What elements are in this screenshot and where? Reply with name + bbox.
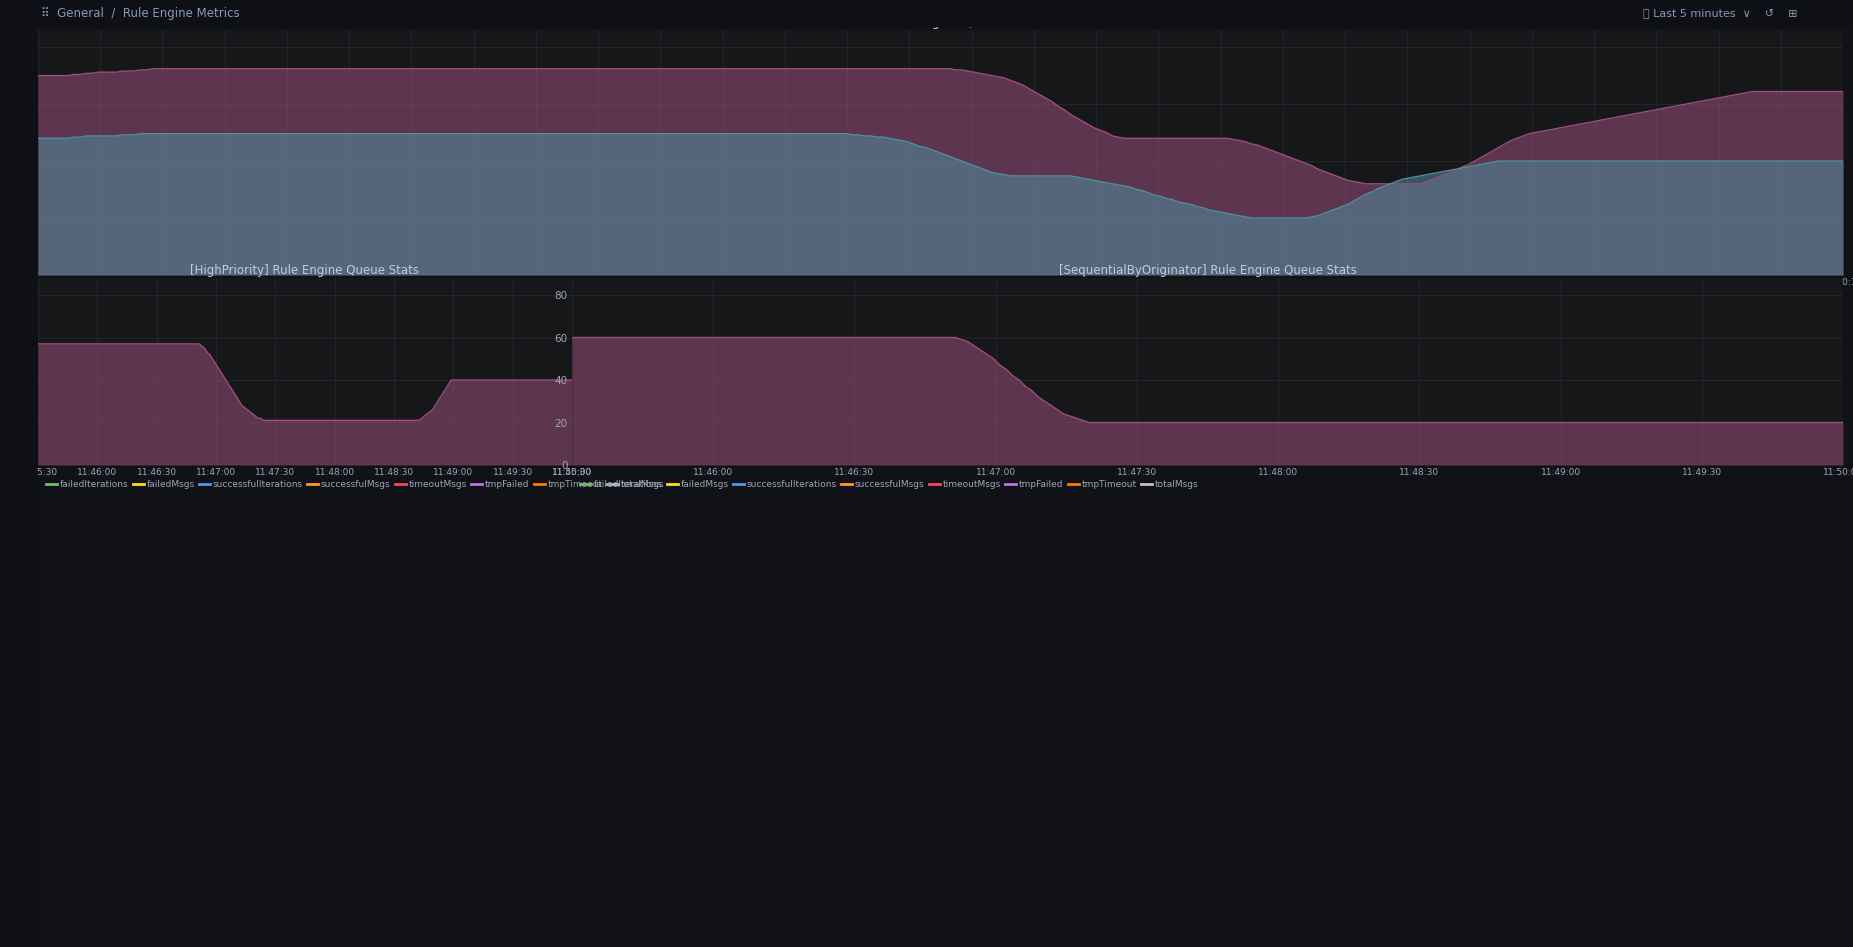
Legend: failedIterations, failedMsgs, successfulIterations, successfulMsgs, timeoutMsgs,: failedIterations, failedMsgs, successful… [43, 280, 769, 298]
Legend: failedIterations, failedMsgs, successfulIterations, successfulMsgs, timeoutMsgs,: failedIterations, failedMsgs, successful… [43, 476, 667, 492]
Title: [HighPriority] Rule Engine Queue Stats: [HighPriority] Rule Engine Queue Stats [191, 264, 419, 277]
Legend: failedIterations, failedMsgs, successfulIterations, successfulMsgs, timeoutMsgs,: failedIterations, failedMsgs, successful… [576, 476, 1201, 492]
Title: [SequentialByOriginator] Rule Engine Queue Stats: [SequentialByOriginator] Rule Engine Que… [1058, 264, 1356, 277]
Text: ⏱ Last 5 minutes  ∨    ↺    ⊞: ⏱ Last 5 minutes ∨ ↺ ⊞ [1644, 9, 1797, 19]
Text: ⠿  General  /  Rule Engine Metrics: ⠿ General / Rule Engine Metrics [41, 7, 239, 20]
Title: [Main] Rule Engine Queue Stats: [Main] Rule Engine Queue Stats [841, 16, 1040, 28]
